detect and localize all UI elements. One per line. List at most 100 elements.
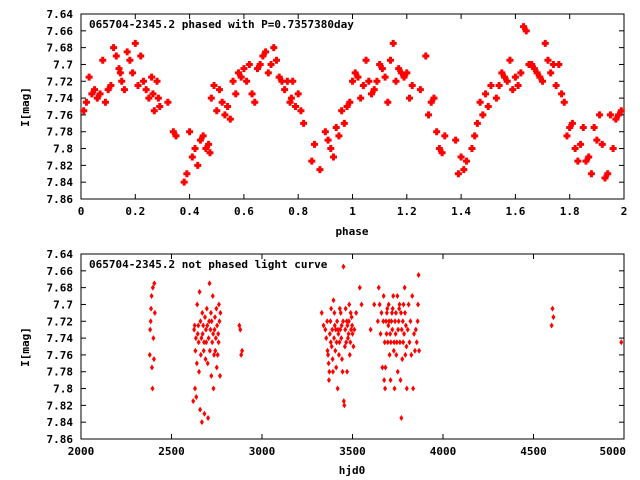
data-point <box>368 326 373 333</box>
data-point <box>380 364 385 371</box>
data-point <box>319 309 324 316</box>
data-point <box>99 56 107 64</box>
data-point <box>210 339 215 346</box>
data-point <box>262 48 270 56</box>
data-point <box>333 347 338 354</box>
data-point <box>101 98 109 106</box>
data-point <box>139 77 147 85</box>
data-point <box>501 73 509 81</box>
data-point <box>336 351 341 358</box>
phased-light-curve-panel: 7.64 7.66 7.68 7.7 7.72 7.74 7.76 7.78 7.8 7.82 7.… <box>19 8 627 238</box>
data-point <box>609 145 617 153</box>
data-point <box>412 330 417 337</box>
data-point <box>397 301 402 308</box>
data-point <box>396 326 401 333</box>
data-point <box>153 77 161 85</box>
data-point <box>196 339 201 346</box>
data-point <box>197 288 202 295</box>
data-point <box>598 140 606 148</box>
data-point <box>243 77 251 85</box>
data-point <box>342 402 347 409</box>
data-point <box>409 351 414 358</box>
data-point <box>544 56 552 64</box>
data-point <box>404 385 409 392</box>
data-point <box>503 77 511 85</box>
data-point <box>341 318 346 325</box>
data-point <box>403 351 408 358</box>
data-point <box>547 69 555 77</box>
y-tick-label: 7.8 <box>53 383 73 396</box>
y-tick-label: 7.74 <box>47 332 74 345</box>
data-point <box>327 330 332 337</box>
data-point <box>283 77 291 85</box>
data-point <box>568 119 576 127</box>
data-point <box>332 335 337 342</box>
data-point <box>338 107 346 115</box>
data-point <box>566 124 574 132</box>
data-point <box>208 326 213 333</box>
data-point <box>338 326 343 333</box>
data-point <box>582 157 590 165</box>
data-point <box>346 330 351 337</box>
data-point <box>206 335 211 342</box>
data-point <box>604 170 612 178</box>
data-point <box>325 318 330 325</box>
data-point <box>149 364 154 371</box>
data-point <box>388 330 393 337</box>
data-point <box>438 149 446 157</box>
data-point <box>80 107 88 115</box>
data-point <box>430 94 438 102</box>
x-tick-label: 0.2 <box>125 205 145 218</box>
data-point <box>408 318 413 325</box>
data-point <box>336 326 341 333</box>
data-point <box>294 90 302 98</box>
y-tick-label: 7.64 <box>47 248 74 261</box>
y-tick-label: 7.76 <box>47 109 74 122</box>
data-point <box>267 60 275 68</box>
data-point <box>264 69 272 77</box>
data-point <box>463 157 471 165</box>
data-point <box>405 326 410 333</box>
data-point <box>328 318 333 325</box>
data-point <box>415 318 420 325</box>
data-point <box>357 284 362 291</box>
data-point <box>344 339 349 346</box>
x-tick-label: 0.4 <box>180 205 200 218</box>
data-point <box>327 145 335 153</box>
data-point <box>207 280 212 287</box>
data-point <box>148 73 156 81</box>
data-point <box>404 343 409 350</box>
data-point <box>199 335 204 342</box>
data-point <box>150 107 158 115</box>
data-point <box>397 305 402 312</box>
data-point <box>316 166 324 174</box>
data-point <box>350 322 355 329</box>
data-point <box>452 136 460 144</box>
y-tick-label: 7.72 <box>47 75 74 88</box>
x-tick-label: 1.6 <box>505 205 525 218</box>
data-point <box>362 56 370 64</box>
y-axis-label: I[mag] <box>19 327 32 367</box>
data-point <box>370 86 378 94</box>
data-point <box>435 145 443 153</box>
y-tick-label: 7.74 <box>47 92 74 105</box>
data-point <box>393 318 398 325</box>
data-point <box>387 56 395 64</box>
data-point <box>253 65 261 73</box>
data-point <box>211 330 216 337</box>
data-point <box>194 161 202 169</box>
data-point <box>601 174 609 182</box>
data-point <box>530 65 538 73</box>
data-point <box>368 90 376 98</box>
data-point <box>151 335 156 342</box>
data-point <box>382 377 387 384</box>
x-tick-label: 4500 <box>520 445 547 458</box>
x-axis-label: phase <box>335 225 368 238</box>
data-point <box>365 77 373 85</box>
data-point <box>204 339 209 346</box>
x-axis-label: hjd0 <box>339 464 366 477</box>
data-point <box>129 69 137 77</box>
data-point <box>417 347 422 354</box>
data-point <box>354 309 359 316</box>
